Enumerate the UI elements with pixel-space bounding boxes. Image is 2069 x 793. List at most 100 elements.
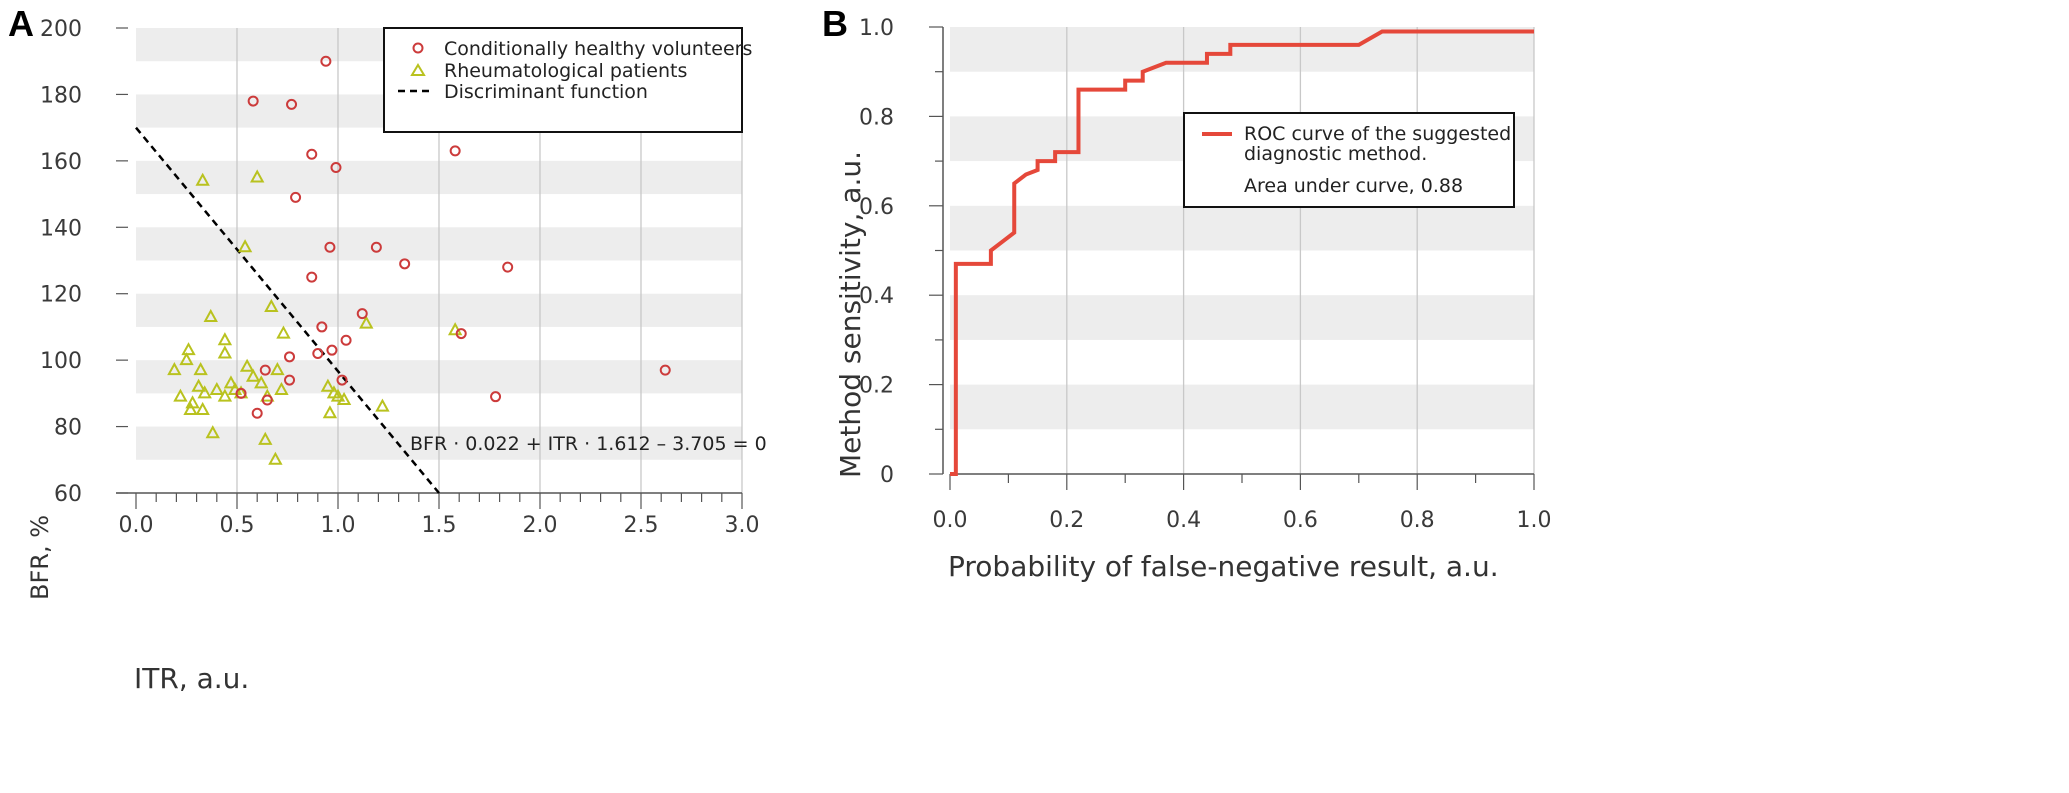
patient-point	[183, 401, 198, 415]
panel-b-x-tick-label: 0.6	[1283, 508, 1318, 533]
discriminant-equation: BFR · 0.022 + ITR · 1.612 – 3.705 = 0	[410, 433, 767, 455]
panel-b-ticks: 0.0 0.2 0.4 0.6 0.8 1.0 0 0.2 0.4 0.6 0.8 1.0	[859, 16, 1552, 533]
panel-a-y-tick-label: 80	[54, 416, 82, 441]
panel-b-band	[950, 27, 1534, 72]
panel-a-y-tick-label: 200	[40, 17, 82, 42]
patient-point	[217, 388, 233, 402]
patient-point	[320, 378, 336, 392]
panel-a-x-tick-label: 1.0	[321, 513, 356, 538]
patient-point	[167, 362, 182, 376]
legend-discriminant-label: Discriminant function	[444, 81, 648, 103]
panel-b-x-tick-label: 0.4	[1166, 508, 1201, 533]
panel-b-x-tick-label: 1.0	[1517, 508, 1552, 533]
healthy-point	[290, 191, 302, 203]
panel-b: B 0.0 0.2 0.4 0.6 0.8 1.0 0 0.2 0.4 0.6 0.8 1.0 Pro…	[822, 3, 1552, 583]
patient-point	[205, 425, 220, 439]
healthy-point	[286, 98, 298, 110]
panel-b-y-tick-label: 0.6	[859, 195, 894, 220]
panel-b-band	[950, 384, 1534, 430]
panel-b-x-tick-label: 0.0	[933, 508, 968, 533]
healthy-point	[235, 387, 247, 399]
panel-a-points	[167, 55, 671, 465]
patient-point	[268, 451, 283, 465]
panel-b-y-tick-label: 0.8	[859, 105, 894, 130]
healthy-point	[284, 374, 296, 386]
patient-point	[245, 368, 261, 382]
patient-point	[258, 431, 273, 445]
healthy-point	[312, 348, 324, 359]
panel-a-y-tick-label: 120	[40, 283, 82, 308]
healthy-point	[490, 391, 502, 403]
patient-point	[254, 375, 269, 389]
patient-point	[359, 315, 374, 329]
patient-point	[274, 381, 289, 396]
healthy-point	[340, 334, 352, 346]
panel-b-gridlines	[1066, 27, 1535, 474]
panel-b-legend-box	[1183, 112, 1515, 208]
patient-point	[195, 172, 210, 186]
panel-a-letter: A	[8, 3, 34, 44]
panel-b-letter: B	[822, 3, 848, 44]
healthy-point	[306, 148, 318, 160]
panel-b-y-tick-label: 0.4	[859, 284, 894, 309]
healthy-point	[449, 145, 461, 157]
panel-b-xlabel: Probability of false-negative result, a.…	[948, 550, 1499, 583]
healthy-point	[659, 364, 671, 376]
healthy-point	[502, 261, 514, 273]
panel-a-y-tick-label: 160	[40, 150, 82, 175]
healthy-point	[356, 308, 368, 320]
panel-a-ylabel: BFR, %	[26, 515, 54, 600]
patient-point	[217, 345, 233, 359]
panel-a-legend: Conditionally healthy volunteers Rheumat…	[383, 27, 752, 133]
patient-point	[237, 239, 253, 253]
panel-b-band	[950, 295, 1534, 340]
panel-a-y-tick-label: 100	[40, 349, 82, 374]
patient-point	[239, 358, 255, 372]
patient-point	[322, 405, 338, 419]
healthy-point	[330, 162, 342, 173]
patient-point	[336, 391, 352, 405]
panel-b-y-tick-label: 1.0	[859, 16, 894, 41]
panel-a-y-tick-label: 180	[40, 83, 82, 108]
patient-point	[223, 375, 239, 389]
healthy-point	[455, 328, 467, 340]
patient-point	[179, 352, 194, 366]
panel-a-x-tick-label: 3.0	[725, 513, 760, 538]
patient-point	[264, 298, 279, 312]
healthy-point	[316, 321, 328, 333]
patient-point	[181, 342, 196, 356]
legend-patients-label: Rheumatological patients	[444, 60, 687, 82]
panel-a-x-tick-label: 0.5	[220, 513, 255, 538]
patient-point	[197, 385, 212, 399]
patient-point	[203, 308, 218, 322]
panel-a-xlabel: ITR, a.u.	[134, 662, 249, 695]
panel-b-band	[950, 205, 1534, 251]
patient-point	[250, 169, 265, 183]
panel-a-x-tick-label: 1.5	[422, 513, 457, 538]
healthy-point	[336, 374, 348, 386]
panel-a-x-tick-label: 2.0	[523, 513, 558, 538]
healthy-point	[324, 241, 336, 253]
panel-a-legend-box	[383, 27, 743, 133]
legend-patients-marker	[410, 63, 426, 76]
panel-a-y-tick-label: 140	[40, 216, 82, 241]
legend-auc-note: Area under curve, 0.88	[1244, 175, 1463, 197]
patient-point	[330, 388, 346, 402]
healthy-point	[320, 55, 332, 67]
panel-b-y-tick-label: 0	[880, 463, 894, 488]
roc-curve	[950, 29, 1534, 476]
healthy-point	[251, 407, 263, 419]
healthy-point	[259, 364, 271, 376]
patient-point	[191, 378, 206, 392]
healthy-point	[370, 241, 382, 253]
patient-point	[217, 332, 233, 346]
panel-a-ticks: 0.0 0.5 1.0 1.5 2.0 2.5 3.0 60 80 100 120 140 160 180…	[40, 17, 760, 538]
patient-point	[270, 362, 285, 376]
healthy-point	[261, 394, 273, 406]
panel-a-x-tick-label: 2.5	[624, 513, 659, 538]
panel-b-y-tick-label: 0.2	[859, 374, 894, 399]
panel-b-bands	[950, 27, 1534, 430]
panel-b-legend: ROC curve of the suggested diagnostic me…	[1183, 112, 1515, 208]
